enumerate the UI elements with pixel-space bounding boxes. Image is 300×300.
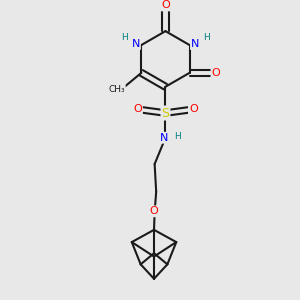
- Text: O: O: [161, 1, 170, 10]
- Text: N: N: [160, 133, 169, 143]
- Text: N: N: [132, 39, 140, 49]
- Text: N: N: [191, 39, 199, 49]
- Text: O: O: [212, 68, 220, 78]
- Text: O: O: [189, 104, 198, 114]
- Text: H: H: [121, 33, 128, 42]
- Text: O: O: [133, 104, 142, 114]
- Text: CH₃: CH₃: [108, 85, 125, 94]
- Text: H: H: [203, 33, 210, 42]
- Text: H: H: [174, 132, 181, 141]
- Text: S: S: [161, 106, 169, 119]
- Text: O: O: [150, 206, 158, 216]
